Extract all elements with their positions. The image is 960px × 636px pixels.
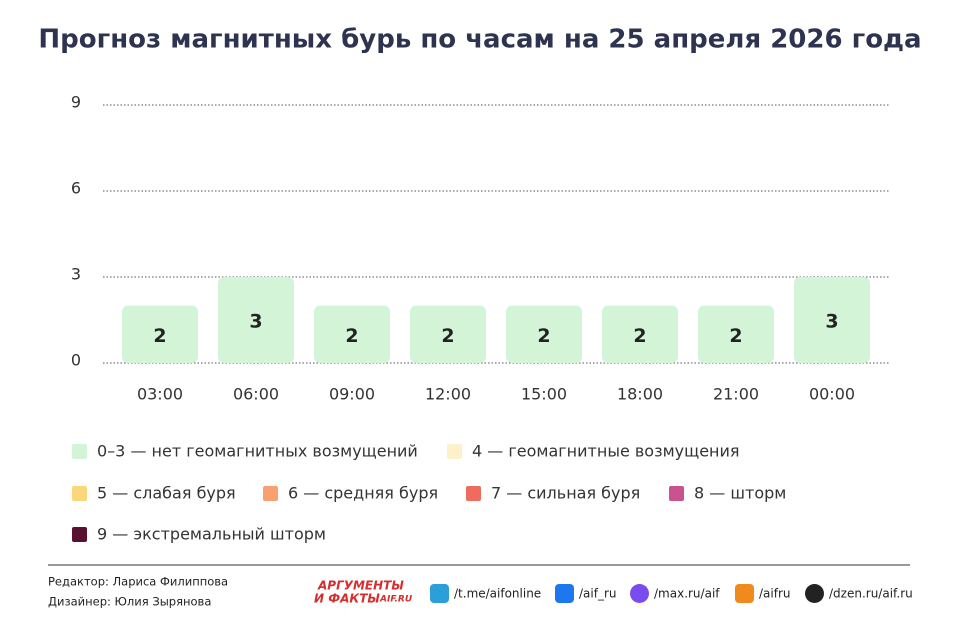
legend-label: 7 — сильная буря — [491, 484, 640, 503]
value-label: 2 — [153, 325, 166, 347]
legend-label: 6 — средняя буря — [288, 484, 438, 503]
bar — [122, 305, 198, 363]
social-link[interactable]: /aif_ru — [579, 587, 617, 601]
logo-line1: АРГУМЕНТЫ — [317, 579, 404, 593]
value-label: 2 — [633, 325, 646, 347]
bar — [794, 277, 870, 363]
link-icon — [630, 584, 649, 603]
link-icon — [735, 584, 754, 603]
bar — [410, 305, 486, 363]
legend-label: 8 — шторм — [694, 484, 786, 503]
legend-swatch — [72, 486, 87, 501]
legend-label: 9 — экстремальный шторм — [97, 525, 326, 544]
x-tick-label: 18:00 — [617, 385, 663, 404]
legend-swatch — [72, 444, 87, 459]
value-label: 2 — [537, 325, 550, 347]
x-tick-label: 15:00 — [521, 385, 567, 404]
value-label: 2 — [345, 325, 358, 347]
x-tick-label: 21:00 — [713, 385, 759, 404]
social-link[interactable]: /dzen.ru/aif.ru — [829, 587, 913, 601]
editor: Редактор: Лариса Филиппова — [48, 575, 228, 589]
logo-line3: AIF.RU — [379, 595, 413, 605]
logo-line2: И ФАКТЫ — [314, 592, 380, 606]
x-tick-label: 12:00 — [425, 385, 471, 404]
value-label: 2 — [441, 325, 454, 347]
y-tick-label: 6 — [71, 179, 81, 198]
social-links: /t.me/aifonline/aif_ru/max.ru/aif/aifru /… — [430, 584, 913, 603]
social-link[interactable]: /t.me/aifonline — [454, 587, 541, 601]
value-label: 3 — [249, 311, 262, 333]
x-tick-label: 06:00 — [233, 385, 279, 404]
bar — [602, 305, 678, 363]
legend-label: 4 — геомагнитные возмущения — [472, 442, 740, 461]
bar — [506, 305, 582, 363]
y-tick-label: 3 — [71, 265, 81, 284]
social-link[interactable]: /aifru — [759, 587, 791, 601]
legend-swatch — [263, 486, 278, 501]
legend-swatch — [447, 444, 462, 459]
legend-swatch — [72, 527, 87, 542]
designer: Дизайнер: Юлия Зырянова — [48, 595, 211, 609]
y-tick-label: 9 — [71, 93, 81, 112]
bar — [314, 305, 390, 363]
x-tick-label: 03:00 — [137, 385, 183, 404]
legend-swatch — [466, 486, 481, 501]
legend-label: 0–3 — нет геомагнитных возмущений — [97, 442, 418, 461]
bar — [698, 305, 774, 363]
bar — [218, 277, 294, 363]
x-tick-label: 09:00 — [329, 385, 375, 404]
link-icon — [555, 584, 574, 603]
legend-label: 5 — слабая буря — [97, 484, 236, 503]
legend-swatch — [669, 486, 684, 501]
value-label: 3 — [825, 311, 838, 333]
chart-title: Прогноз магнитных бурь по часам на 25 ап… — [38, 25, 921, 55]
x-tick-label: 00:00 — [809, 385, 855, 404]
link-icon — [805, 584, 824, 603]
value-label: 2 — [729, 325, 742, 347]
y-tick-label: 0 — [71, 351, 81, 370]
link-icon — [430, 584, 449, 603]
social-link[interactable]: /max.ru/aif — [654, 587, 720, 601]
